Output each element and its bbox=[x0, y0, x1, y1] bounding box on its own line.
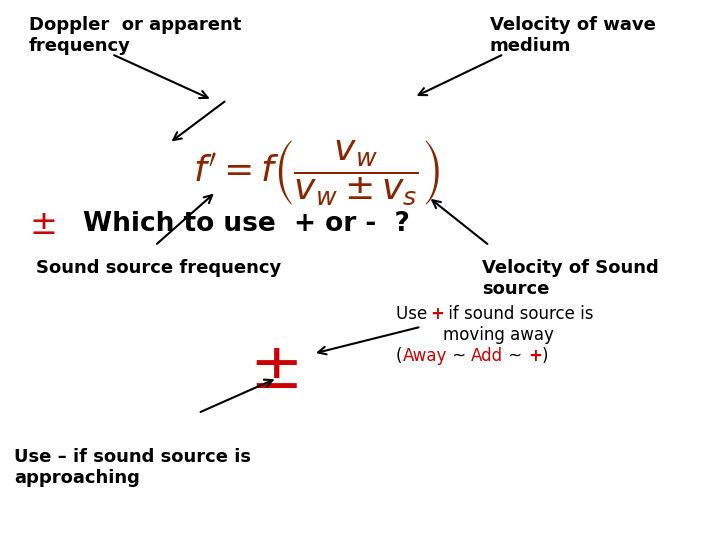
Text: Doppler  or apparent
frequency: Doppler or apparent frequency bbox=[29, 16, 241, 55]
Text: Sound source frequency: Sound source frequency bbox=[36, 259, 282, 277]
Text: Use: Use bbox=[396, 305, 433, 323]
Text: Velocity of wave
medium: Velocity of wave medium bbox=[490, 16, 655, 55]
Text: Use – if sound source is
approaching: Use – if sound source is approaching bbox=[14, 448, 251, 487]
Text: ~: ~ bbox=[446, 347, 472, 366]
Text: (: ( bbox=[396, 347, 402, 366]
Text: Velocity of Sound
source: Velocity of Sound source bbox=[482, 259, 659, 298]
Text: if sound source is
moving away: if sound source is moving away bbox=[443, 305, 593, 344]
Text: ): ) bbox=[541, 347, 548, 366]
Text: ~: ~ bbox=[503, 347, 528, 366]
Text: $\pm$: $\pm$ bbox=[29, 207, 55, 241]
Text: Which to use  + or -  ?: Which to use + or - ? bbox=[83, 211, 410, 237]
Text: Away: Away bbox=[402, 347, 446, 366]
Text: $\pm$: $\pm$ bbox=[249, 339, 298, 401]
Text: $f' = f\left(\dfrac{v_w}{v_w \pm v_s}\right)$: $f' = f\left(\dfrac{v_w}{v_w \pm v_s}\ri… bbox=[193, 138, 441, 207]
Text: Add: Add bbox=[472, 347, 503, 366]
Text: +: + bbox=[528, 347, 541, 366]
Text: +: + bbox=[431, 305, 444, 323]
